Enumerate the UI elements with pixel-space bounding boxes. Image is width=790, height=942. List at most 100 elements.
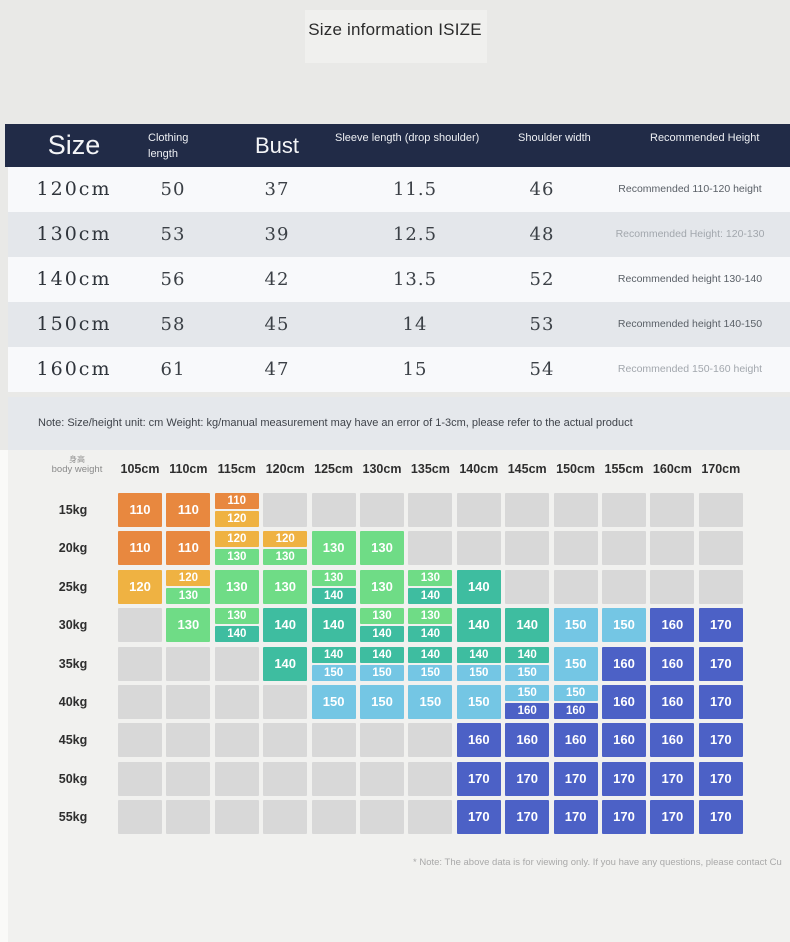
matrix-weight-row-label: 35kg bbox=[58, 656, 88, 671]
matrix-empty-cell bbox=[214, 800, 259, 835]
matrix-size-cell-split: 120 130 bbox=[263, 531, 308, 566]
matrix-empty-cell bbox=[263, 800, 308, 835]
matrix-size-cell: 140 bbox=[263, 646, 308, 681]
shoulder-width-cell: 48 bbox=[529, 224, 555, 245]
matrix-size-cell-split: 140 150 bbox=[408, 646, 453, 681]
matrix-empty-cell bbox=[263, 685, 308, 719]
matrix-size-value: 130 bbox=[166, 587, 211, 604]
matrix-size-value: 120 bbox=[166, 569, 211, 586]
matrix-height-column-header: 120cm bbox=[265, 462, 305, 476]
matrix-size-cell-split: 130 140 bbox=[408, 608, 453, 643]
shoulder-width-cell: 46 bbox=[529, 179, 555, 200]
matrix-size-value: 140 bbox=[408, 626, 453, 643]
matrix-size-cell-split: 140 150 bbox=[360, 646, 404, 681]
matrix-size-cell: 130 bbox=[166, 608, 211, 643]
size-cell: 150cm bbox=[36, 313, 112, 335]
matrix-size-cell: 150 bbox=[553, 646, 598, 681]
matrix-empty-cell bbox=[456, 531, 501, 566]
matrix-size-cell-split: 140 150 bbox=[456, 646, 501, 681]
matrix-weight-row-label: 45kg bbox=[58, 733, 88, 748]
matrix-empty-cell bbox=[408, 723, 453, 758]
matrix-empty-cell bbox=[408, 493, 453, 527]
size-cell: 140cm bbox=[36, 268, 112, 290]
matrix-corner-label-weight: body weight bbox=[51, 463, 103, 475]
matrix-size-cell-split: 130 140 bbox=[311, 569, 356, 604]
matrix-size-cell: 160 bbox=[553, 723, 598, 758]
matrix-size-value: 120 bbox=[214, 511, 259, 527]
recommended-cell: Recommended 150-160 height bbox=[617, 363, 763, 375]
matrix-empty-cell bbox=[698, 569, 743, 604]
matrix-size-value: 150 bbox=[505, 685, 550, 701]
matrix-size-cell: 110 bbox=[118, 493, 162, 527]
matrix-size-value: 150 bbox=[553, 685, 598, 701]
matrix-size-cell: 160 bbox=[602, 723, 646, 758]
matrix-empty-cell bbox=[214, 723, 259, 758]
matrix-corner-label-height: 身高 bbox=[69, 455, 85, 464]
size-cell: 130cm bbox=[36, 223, 112, 245]
matrix-size-value: 150 bbox=[360, 664, 404, 681]
matrix-size-value: 130 bbox=[360, 608, 404, 625]
matrix-size-cell: 140 bbox=[263, 608, 308, 643]
matrix-empty-cell bbox=[214, 646, 259, 681]
size-table-header: Size Clothing length Bust Sleeve length … bbox=[5, 124, 790, 167]
matrix-height-column-header: 115cm bbox=[217, 462, 256, 476]
column-header-size: Size bbox=[47, 130, 101, 160]
matrix-size-cell-split: 110 120 bbox=[214, 493, 259, 527]
recommended-cell: Recommended height 130-140 bbox=[617, 273, 763, 285]
matrix-empty-cell bbox=[166, 723, 211, 758]
matrix-empty-cell bbox=[360, 761, 404, 796]
matrix-weight-row-label: 50kg bbox=[58, 771, 88, 786]
matrix-size-cell: 170 bbox=[698, 685, 743, 719]
matrix-size-cell: 170 bbox=[698, 646, 743, 681]
matrix-weight-row-label: 40kg bbox=[58, 695, 88, 709]
recommended-cell: Recommended 110-120 height bbox=[618, 183, 762, 195]
matrix-size-cell: 160 bbox=[650, 685, 695, 719]
matrix-height-column-header: 150cm bbox=[556, 462, 596, 476]
matrix-size-value: 140 bbox=[408, 646, 453, 663]
bust-cell: 39 bbox=[264, 224, 290, 245]
matrix-size-cell: 130 bbox=[311, 531, 356, 566]
matrix-size-cell: 140 bbox=[456, 608, 501, 643]
matrix-size-cell: 130 bbox=[360, 569, 404, 604]
matrix-size-value: 140 bbox=[360, 646, 404, 663]
column-header-bust: Bust bbox=[254, 133, 300, 158]
matrix-corner-label: 身高 body weight bbox=[45, 455, 109, 475]
size-cell: 120cm bbox=[36, 178, 112, 200]
matrix-size-cell: 150 bbox=[311, 685, 356, 719]
matrix-size-value: 150 bbox=[408, 664, 453, 681]
matrix-empty-cell bbox=[456, 493, 501, 527]
matrix-weight-row-label: 15kg bbox=[58, 503, 88, 517]
matrix-empty-cell bbox=[118, 761, 162, 796]
matrix-empty-cell bbox=[311, 723, 356, 758]
shoulder-width-cell: 54 bbox=[529, 359, 555, 380]
matrix-size-cell: 170 bbox=[698, 761, 743, 796]
matrix-size-cell: 170 bbox=[602, 800, 646, 835]
matrix-size-cell: 140 bbox=[505, 608, 550, 643]
column-header-clothing-length: Clothing length bbox=[148, 132, 189, 160]
matrix-empty-cell bbox=[505, 531, 550, 566]
matrix-height-column-header: 155cm bbox=[604, 462, 644, 476]
matrix-height-column-header: 170cm bbox=[701, 462, 741, 476]
size-table-row: 150cm 58 45 14 53 Recommended height 140-150 bbox=[8, 302, 790, 347]
matrix-size-value: 140 bbox=[505, 646, 550, 663]
column-header-sleeve-length: Sleeve length (drop shoulder) bbox=[335, 132, 480, 144]
matrix-weight-row-label: 20kg bbox=[58, 541, 88, 556]
matrix-size-cell-split: 140 150 bbox=[505, 646, 550, 681]
matrix-size-value: 140 bbox=[311, 587, 356, 604]
sleeve-length-cell: 14 bbox=[402, 314, 428, 335]
matrix-size-cell: 140 bbox=[311, 608, 356, 643]
matrix-empty-cell bbox=[553, 531, 598, 566]
matrix-size-cell: 160 bbox=[505, 723, 550, 758]
matrix-empty-cell bbox=[311, 800, 356, 835]
matrix-empty-cell bbox=[553, 493, 598, 527]
matrix-size-cell: 150 bbox=[602, 608, 646, 643]
matrix-empty-cell bbox=[311, 493, 356, 527]
matrix-empty-cell bbox=[360, 723, 404, 758]
matrix-empty-cell bbox=[505, 569, 550, 604]
matrix-size-cell: 170 bbox=[456, 761, 501, 796]
size-table-row: 130cm 53 39 12.5 48 Recommended Height: 120-1… bbox=[8, 212, 790, 257]
sleeve-length-cell: 15 bbox=[402, 359, 428, 380]
recommended-cell: Recommended height 140-150 bbox=[617, 318, 763, 330]
matrix-empty-cell bbox=[650, 493, 695, 527]
